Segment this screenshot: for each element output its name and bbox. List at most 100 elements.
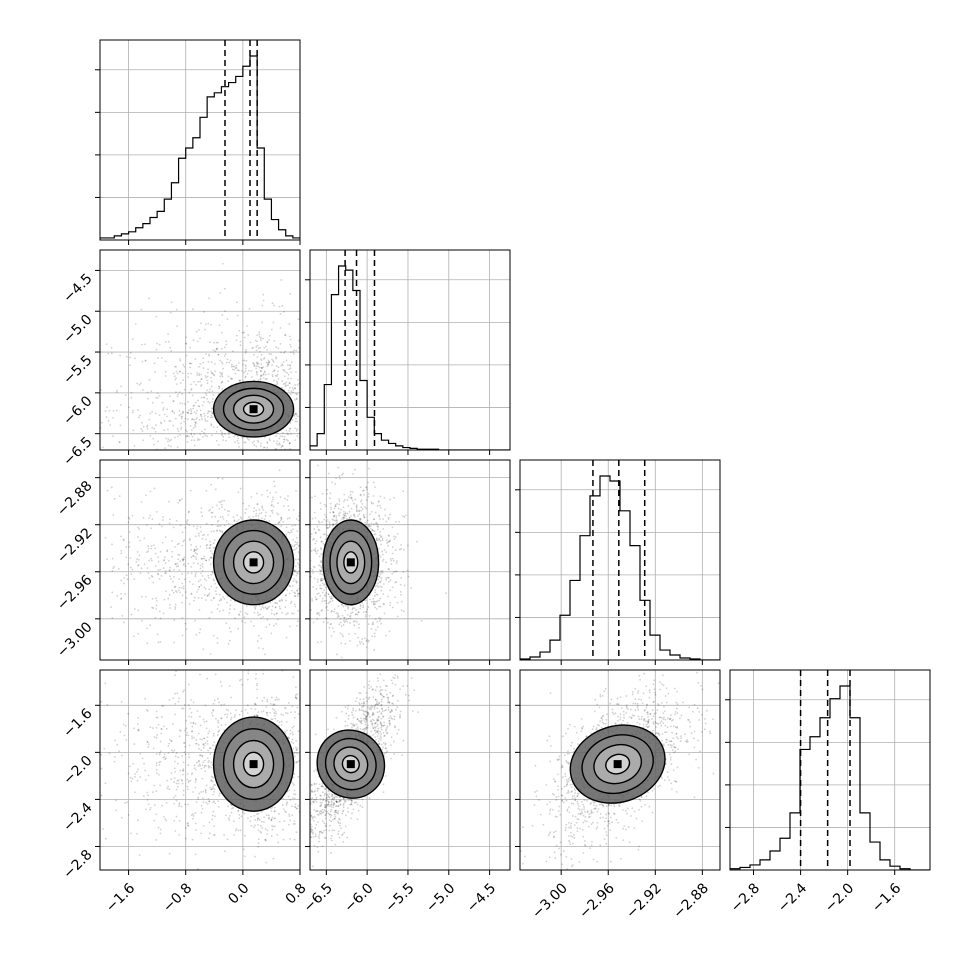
sample-point bbox=[387, 544, 390, 547]
sample-point bbox=[218, 593, 221, 596]
sample-point bbox=[374, 533, 377, 536]
sample-point bbox=[184, 417, 187, 420]
sample-point bbox=[255, 367, 258, 370]
sample-point bbox=[116, 389, 118, 392]
sample-point bbox=[349, 614, 352, 617]
sample-point bbox=[348, 633, 350, 635]
sample-point bbox=[208, 410, 211, 413]
sample-point bbox=[137, 609, 140, 612]
sample-point bbox=[228, 510, 231, 513]
sample-point bbox=[153, 443, 156, 446]
sample-point bbox=[271, 375, 274, 378]
sample-point bbox=[164, 570, 167, 572]
sample-point bbox=[190, 410, 193, 413]
sample-point bbox=[389, 589, 391, 592]
sample-point bbox=[127, 516, 130, 519]
sample-point bbox=[174, 585, 176, 588]
sample-point bbox=[356, 613, 359, 616]
sample-point bbox=[307, 621, 309, 623]
sample-point bbox=[192, 555, 195, 557]
sample-point bbox=[264, 440, 266, 442]
sample-point bbox=[394, 536, 397, 538]
sample-point bbox=[256, 684, 258, 687]
sample-point bbox=[368, 467, 370, 470]
sample-point bbox=[295, 739, 298, 742]
sample-point bbox=[169, 311, 172, 314]
sample-point bbox=[379, 539, 382, 542]
sample-point bbox=[148, 297, 151, 300]
sample-point bbox=[123, 621, 125, 624]
sample-point bbox=[147, 572, 150, 575]
sample-point bbox=[78, 435, 80, 437]
sample-point bbox=[380, 589, 383, 592]
sample-point bbox=[385, 578, 388, 581]
sample-point bbox=[306, 634, 308, 636]
sample-point bbox=[206, 594, 209, 597]
sample-point bbox=[148, 559, 150, 562]
sample-point bbox=[252, 510, 255, 513]
sample-point bbox=[291, 418, 294, 421]
sample-point bbox=[176, 692, 179, 695]
sample-point bbox=[295, 371, 297, 373]
sample-point bbox=[172, 568, 175, 571]
sample-point bbox=[374, 603, 377, 606]
sample-point bbox=[159, 617, 162, 620]
sample-point bbox=[282, 383, 285, 385]
sample-point bbox=[378, 500, 380, 503]
sample-point bbox=[165, 757, 167, 760]
sample-point bbox=[195, 739, 198, 741]
sample-point bbox=[293, 349, 296, 352]
sample-point bbox=[307, 518, 309, 520]
sample-point bbox=[373, 601, 376, 603]
sample-point bbox=[213, 783, 215, 786]
sample-point bbox=[238, 380, 241, 382]
sample-point bbox=[177, 565, 180, 568]
sample-point bbox=[175, 519, 178, 522]
sample-point bbox=[134, 608, 136, 610]
sample-point bbox=[200, 530, 202, 533]
sample-point bbox=[205, 559, 208, 562]
sample-point bbox=[330, 623, 333, 625]
sample-point bbox=[342, 500, 345, 503]
sample-point bbox=[350, 496, 353, 499]
sample-point bbox=[219, 292, 222, 294]
sample-point bbox=[347, 607, 349, 610]
sample-point bbox=[222, 596, 225, 598]
sample-point bbox=[338, 477, 341, 480]
sample-point bbox=[178, 414, 181, 417]
sample-point bbox=[255, 512, 258, 515]
sample-point bbox=[255, 445, 258, 448]
sample-point bbox=[267, 363, 270, 366]
sample-point bbox=[375, 608, 378, 610]
sample-point bbox=[262, 710, 265, 712]
sample-point bbox=[308, 560, 310, 562]
sample-point bbox=[182, 411, 185, 414]
sample-point bbox=[177, 501, 180, 504]
sample-point bbox=[171, 540, 173, 542]
sample-point bbox=[351, 491, 354, 493]
sample-point bbox=[219, 359, 222, 362]
sample-point bbox=[135, 560, 138, 563]
sample-point bbox=[230, 811, 233, 814]
sample-point bbox=[257, 379, 260, 382]
sample-point bbox=[315, 598, 318, 601]
sample-point bbox=[303, 597, 305, 599]
sample-point bbox=[179, 769, 182, 772]
sample-point bbox=[233, 657, 235, 659]
sample-point bbox=[400, 576, 403, 579]
sample-point bbox=[229, 604, 232, 607]
sample-point bbox=[274, 699, 277, 701]
sample-point bbox=[282, 368, 285, 371]
sample-point bbox=[160, 422, 163, 425]
sample-point bbox=[376, 593, 379, 596]
sample-point bbox=[208, 547, 211, 549]
sample-point bbox=[187, 372, 189, 375]
sample-point bbox=[125, 556, 128, 559]
sample-point bbox=[146, 627, 148, 630]
sample-point bbox=[266, 833, 268, 836]
sample-point bbox=[387, 518, 390, 520]
sample-point bbox=[322, 621, 325, 624]
sample-point bbox=[243, 855, 246, 858]
sample-point bbox=[221, 531, 224, 534]
sample-point bbox=[378, 575, 381, 578]
